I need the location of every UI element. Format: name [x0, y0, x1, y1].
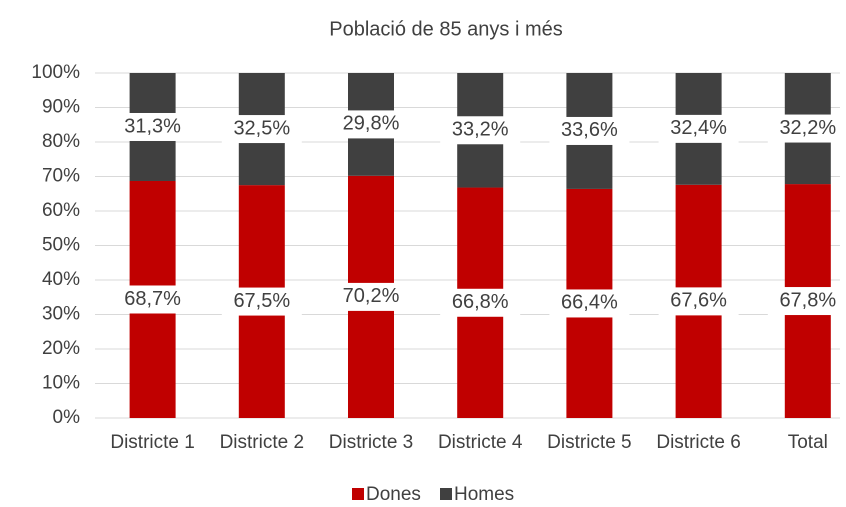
- value-label: 31,3%: [124, 115, 181, 137]
- value-label-bg: [767, 287, 846, 316]
- y-tick-label: 100%: [31, 62, 80, 83]
- legend-label: Homes: [454, 484, 514, 505]
- value-label: 70,2%: [343, 285, 400, 307]
- value-label: 32,4%: [670, 117, 727, 139]
- x-tick-label: Districte 3: [329, 432, 413, 453]
- value-label: 33,2%: [452, 119, 509, 141]
- value-label: 29,8%: [343, 113, 400, 135]
- value-label-bg: [549, 289, 630, 318]
- chart-title: Població de 85 anys i més: [329, 18, 562, 40]
- value-label: 32,5%: [233, 117, 290, 139]
- value-label: 32,2%: [779, 117, 836, 139]
- y-tick-label: 50%: [42, 235, 80, 256]
- value-label: 67,6%: [670, 290, 727, 312]
- value-label-bg: [112, 112, 193, 141]
- value-label-bg: [221, 115, 302, 144]
- x-tick-label: Districte 5: [547, 432, 631, 453]
- value-label-bg: [767, 114, 846, 143]
- x-tick-label: Districte 1: [110, 432, 194, 453]
- y-tick-label: 30%: [42, 304, 80, 325]
- value-label-bg: [331, 282, 411, 311]
- y-tick-label: 70%: [42, 166, 80, 187]
- value-label-bg: [658, 114, 739, 143]
- value-label-bg: [658, 287, 739, 316]
- y-tick-label: 0%: [53, 407, 81, 428]
- x-tick-label: Total: [788, 432, 828, 453]
- y-tick-label: 90%: [42, 97, 80, 118]
- value-label: 68,7%: [124, 288, 181, 310]
- legend-swatch: [440, 488, 452, 500]
- y-tick-label: 10%: [42, 373, 80, 394]
- value-label-bg: [440, 116, 521, 145]
- value-label: 67,5%: [233, 290, 290, 312]
- x-tick-label: Districte 4: [438, 432, 523, 453]
- value-label-bg: [331, 110, 411, 139]
- value-label: 67,8%: [779, 289, 836, 311]
- y-tick-label: 20%: [42, 338, 80, 359]
- legend-label: Dones: [366, 484, 421, 505]
- legend-swatch: [352, 488, 364, 500]
- value-label: 66,8%: [452, 291, 509, 313]
- y-tick-label: 80%: [42, 131, 80, 152]
- x-tick-label: Districte 2: [220, 432, 304, 453]
- value-label: 33,6%: [561, 119, 618, 141]
- y-tick-label: 40%: [42, 269, 80, 290]
- value-label-bg: [549, 116, 630, 145]
- y-tick-label: 60%: [42, 200, 80, 221]
- value-label: 66,4%: [561, 292, 618, 314]
- value-label-bg: [221, 287, 302, 316]
- x-tick-label: Districte 6: [656, 432, 740, 453]
- value-label-bg: [112, 285, 193, 314]
- value-label-bg: [440, 288, 521, 317]
